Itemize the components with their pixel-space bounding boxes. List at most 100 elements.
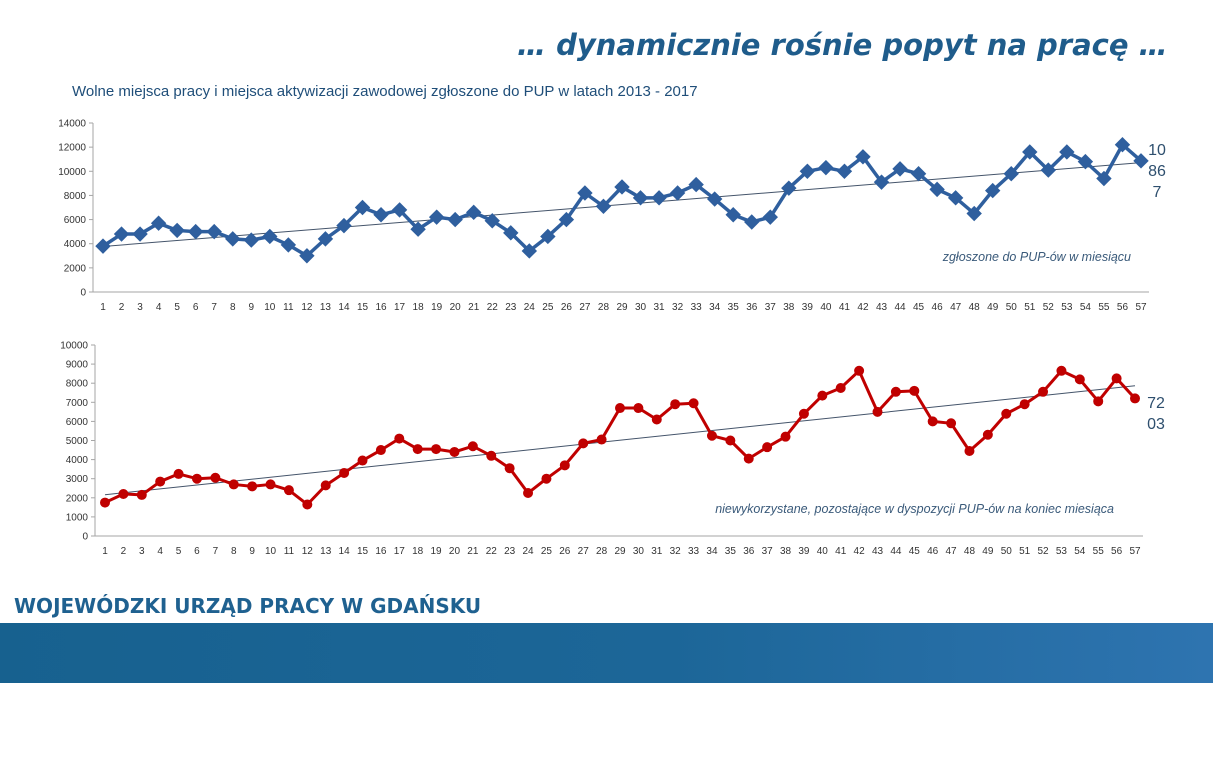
x-tick-label: 27 — [579, 302, 591, 313]
x-tick-label: 52 — [1043, 302, 1055, 313]
x-tick-label: 48 — [964, 546, 976, 557]
x-tick-label: 4 — [156, 302, 162, 313]
x-tick-label: 45 — [913, 302, 925, 313]
x-tick-label: 38 — [780, 546, 792, 557]
data-point — [964, 446, 975, 457]
x-tick-label: 28 — [598, 302, 610, 313]
x-tick-label: 22 — [486, 546, 498, 557]
data-point — [762, 209, 778, 225]
x-tick-label: 41 — [839, 302, 851, 313]
x-tick-label: 6 — [194, 546, 200, 557]
x-tick-label: 23 — [505, 302, 517, 313]
x-tick-label: 42 — [854, 546, 866, 557]
data-point — [100, 497, 110, 508]
data-point — [1133, 153, 1149, 169]
data-point — [688, 398, 699, 409]
data-point — [95, 238, 111, 254]
y-tick-label: 14000 — [58, 119, 86, 130]
data-point — [173, 468, 184, 479]
x-tick-label: 32 — [672, 302, 684, 313]
data-point — [817, 390, 828, 401]
data-point — [1111, 373, 1122, 384]
data-point — [559, 460, 570, 471]
x-tick-label: 12 — [301, 302, 313, 313]
x-tick-label: 30 — [635, 302, 647, 313]
chart-unused-offers: 0100020003000400050006000700080009000100… — [60, 341, 1165, 558]
data-point — [927, 416, 938, 427]
x-tick-label: 8 — [230, 302, 236, 313]
data-point — [1003, 165, 1019, 182]
x-tick-label: 15 — [357, 546, 369, 557]
x-tick-label: 47 — [946, 546, 958, 557]
x-tick-label: 50 — [1001, 546, 1013, 557]
series-line — [102, 142, 1143, 258]
data-point — [317, 231, 334, 247]
data-point — [985, 182, 1001, 199]
data-point — [892, 161, 908, 177]
x-tick-label: 35 — [725, 546, 737, 557]
x-tick-label: 21 — [468, 302, 480, 313]
data-point — [890, 386, 901, 397]
x-tick-label: 3 — [137, 302, 143, 313]
x-tick-label: 23 — [504, 546, 516, 557]
data-point — [228, 479, 239, 490]
x-tick-label: 46 — [927, 546, 939, 557]
x-tick-label: 51 — [1024, 302, 1036, 313]
data-point — [744, 214, 760, 230]
x-tick-label: 26 — [561, 302, 573, 313]
data-point — [818, 159, 834, 176]
x-tick-label: 29 — [616, 302, 628, 313]
data-point — [486, 450, 497, 461]
data-point — [265, 479, 276, 490]
x-tick-label: 5 — [176, 546, 182, 557]
x-tick-label: 7 — [213, 546, 219, 557]
data-point — [873, 174, 890, 190]
data-point — [302, 499, 313, 510]
data-point — [632, 190, 649, 206]
data-point — [541, 473, 552, 484]
x-tick-label: 1 — [100, 302, 106, 313]
data-point — [614, 179, 630, 195]
data-point — [336, 217, 352, 234]
data-point — [633, 403, 644, 414]
series-annotation: niewykorzystane, pozostające w dyspozycj… — [715, 502, 1114, 516]
x-tick-label: 21 — [467, 546, 479, 557]
x-tick-label: 6 — [193, 302, 199, 313]
data-point — [339, 467, 350, 478]
y-tick-label: 10000 — [60, 341, 88, 352]
x-tick-label: 30 — [633, 546, 645, 557]
data-point — [578, 438, 589, 449]
x-tick-label: 11 — [283, 302, 294, 313]
data-point — [836, 163, 853, 179]
x-tick-label: 3 — [139, 546, 145, 557]
y-tick-label: 5000 — [66, 436, 89, 447]
data-point — [412, 444, 423, 455]
trend-line — [102, 162, 1142, 247]
x-tick-label: 2 — [121, 546, 127, 557]
x-tick-label: 20 — [449, 546, 461, 557]
data-point — [966, 205, 982, 222]
x-tick-label: 39 — [802, 302, 814, 313]
data-point — [1059, 144, 1075, 160]
data-point — [872, 406, 883, 417]
x-tick-label: 36 — [743, 546, 755, 557]
trend-line — [104, 385, 1136, 496]
x-tick-label: 11 — [284, 546, 295, 557]
x-tick-label: 1 — [102, 546, 108, 557]
data-point — [725, 435, 736, 446]
data-point — [1093, 396, 1104, 407]
data-point — [447, 211, 463, 228]
x-tick-label: 49 — [987, 302, 999, 313]
data-point — [210, 472, 221, 483]
y-tick-label: 8000 — [64, 191, 87, 202]
data-point — [1019, 399, 1030, 410]
x-tick-label: 19 — [431, 302, 443, 313]
y-tick-label: 10000 — [58, 167, 86, 178]
y-tick-label: 2000 — [66, 493, 89, 504]
data-point — [118, 488, 129, 499]
x-tick-label: 45 — [909, 546, 921, 557]
data-point — [540, 228, 556, 245]
data-point — [669, 185, 686, 201]
x-tick-label: 19 — [431, 546, 443, 557]
data-point — [910, 165, 927, 182]
